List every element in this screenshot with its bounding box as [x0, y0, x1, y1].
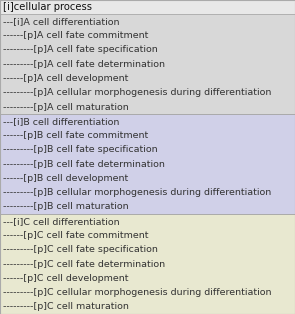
Text: ---------[p]B cellular morphogenesis during differentiation: ---------[p]B cellular morphogenesis dur… [3, 188, 271, 197]
Text: ---[i]C cell differentiation: ---[i]C cell differentiation [3, 217, 120, 226]
Bar [0, 114, 295, 214]
Text: ------[p]A cell fate commitment: ------[p]A cell fate commitment [3, 31, 148, 40]
Text: ---------[p]A cell fate determination: ---------[p]A cell fate determination [3, 60, 165, 69]
Text: ---------[p]C cellular morphogenesis during differentiation: ---------[p]C cellular morphogenesis dur… [3, 288, 271, 297]
Text: ------[p]A cell development: ------[p]A cell development [3, 74, 128, 83]
Text: ------[p]C cell development: ------[p]C cell development [3, 274, 129, 283]
Text: ---------[p]B cell fate determination: ---------[p]B cell fate determination [3, 160, 165, 169]
Text: ---------[p]C cell fate determination: ---------[p]C cell fate determination [3, 260, 165, 268]
Bar [0, 214, 295, 314]
Text: ---------[p]A cell maturation: ---------[p]A cell maturation [3, 103, 129, 111]
Text: ------[p]B cell development: ------[p]B cell development [3, 174, 128, 183]
Text: ---[i]B cell differentiation: ---[i]B cell differentiation [3, 117, 119, 126]
Text: ---------[p]A cell fate specification: ---------[p]A cell fate specification [3, 46, 158, 54]
Text: [i]cellular process: [i]cellular process [3, 2, 92, 12]
Text: ---------[p]C cell fate specification: ---------[p]C cell fate specification [3, 245, 158, 254]
Bar [0, 0, 295, 14]
Text: ---------[p]A cellular morphogenesis during differentiation: ---------[p]A cellular morphogenesis dur… [3, 88, 271, 97]
Text: ---------[p]B cell maturation: ---------[p]B cell maturation [3, 203, 129, 211]
Text: ---------[p]C cell maturation: ---------[p]C cell maturation [3, 302, 129, 311]
Text: ------[p]C cell fate commitment: ------[p]C cell fate commitment [3, 231, 148, 240]
Text: ------[p]B cell fate commitment: ------[p]B cell fate commitment [3, 131, 148, 140]
Text: ---------[p]B cell fate specification: ---------[p]B cell fate specification [3, 145, 158, 154]
Text: ---[i]A cell differentiation: ---[i]A cell differentiation [3, 17, 119, 26]
Bar [0, 14, 295, 114]
